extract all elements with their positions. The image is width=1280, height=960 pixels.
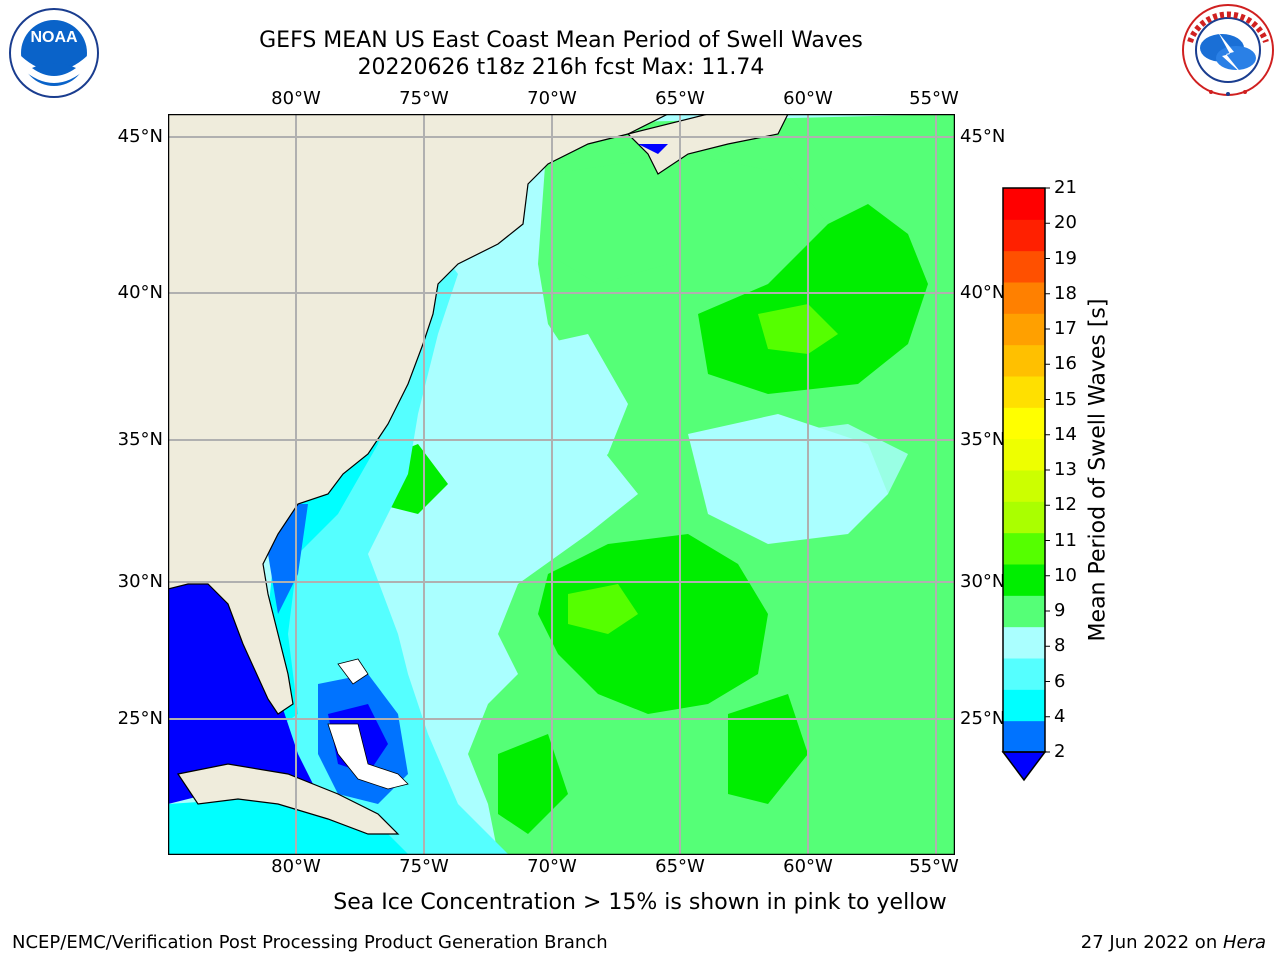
colorbar-extend-arrow — [1001, 751, 1047, 782]
lat-label-left: 30°N — [117, 571, 163, 592]
lon-label-bottom: 80°W — [271, 856, 321, 877]
region-2-4s — [168, 574, 318, 814]
colorbar-tick-label: 19 — [1054, 247, 1077, 269]
colorbar-segment — [1003, 188, 1045, 220]
colorbar-tick-label: 21 — [1054, 177, 1077, 198]
colorbar-segment — [1003, 313, 1045, 346]
region-10-11s-north — [698, 204, 928, 394]
land-us — [168, 114, 669, 715]
lon-label-bottom: 70°W — [527, 856, 577, 877]
colorbar-segment — [1003, 532, 1045, 565]
lon-label-bottom: 55°W — [909, 856, 959, 877]
nws-logo — [1182, 4, 1274, 96]
lat-label-left: 40°N — [117, 282, 163, 303]
lat-label-left: 45°N — [117, 126, 163, 147]
lon-label-bottom: 60°W — [783, 856, 833, 877]
colorbar-tick-label: 12 — [1054, 494, 1077, 516]
colorbar-segment — [1003, 564, 1045, 596]
colorbar-segment — [1003, 438, 1045, 471]
map-grid — [168, 114, 954, 854]
colorbar-segment — [1003, 595, 1045, 628]
colorbar-tick-label: 17 — [1054, 318, 1077, 339]
colorbar-tick-label: 18 — [1054, 282, 1077, 304]
lat-label-right: 35°N — [960, 429, 1006, 450]
lat-label-right: 40°N — [960, 282, 1006, 303]
colorbar-segment — [1003, 219, 1045, 252]
colorbar-segment — [1003, 720, 1045, 753]
footer-host: Hera — [1222, 932, 1266, 953]
colorbar-segment — [1003, 407, 1045, 440]
colorbar-segment — [1003, 501, 1045, 534]
colorbar-segment — [1003, 344, 1045, 377]
colorbar-segment — [1003, 626, 1045, 659]
sea-ice-note: Sea Ice Concentration > 15% is shown in … — [333, 890, 947, 915]
colorbar-tick-label: 11 — [1054, 529, 1077, 551]
chart-subtitle: 20220626 t18z 216h fcst Max: 11.74 — [357, 55, 765, 80]
lat-label-right: 30°N — [960, 571, 1006, 592]
colorbar — [1001, 187, 1050, 782]
land-cuba — [177, 763, 400, 835]
colorbar-tick-label: 8 — [1054, 635, 1066, 657]
footer-credit: NCEP/EMC/Verification Post Processing Pr… — [12, 932, 608, 953]
lon-label-top: 70°W — [527, 88, 577, 109]
noaa-logo: NOAA — [9, 8, 99, 98]
lon-label-bottom: 65°W — [655, 856, 705, 877]
lat-label-right: 25°N — [960, 708, 1006, 729]
map-frame — [168, 114, 955, 855]
colorbar-tick-label: 20 — [1054, 212, 1077, 234]
land-canada — [626, 114, 789, 175]
lon-label-top: 65°W — [655, 88, 705, 109]
colorbar-tick-label: 14 — [1054, 423, 1077, 445]
lon-label-top: 55°W — [909, 88, 959, 109]
colorbar-segment — [1003, 689, 1045, 722]
colorbar-segment — [1003, 282, 1045, 314]
footer-date: 27 Jun 2022 on Hera — [1081, 932, 1266, 953]
noaa-logo-text: NOAA — [30, 29, 78, 46]
colorbar-segment — [1003, 470, 1045, 502]
colorbar-segment — [1003, 250, 1045, 283]
colorbar-label: Mean Period of Swell Waves [s] — [1085, 298, 1111, 642]
lat-label-left: 25°N — [117, 708, 163, 729]
lon-label-top: 80°W — [271, 88, 321, 109]
lon-label-top: 75°W — [399, 88, 449, 109]
colorbar-tick-label: 9 — [1054, 600, 1066, 621]
region-10-11s-south — [538, 534, 768, 714]
colorbar-tick-label: 2 — [1054, 741, 1066, 762]
colorbar-tick-label: 6 — [1054, 670, 1066, 692]
colorbar-tick-label: 4 — [1054, 705, 1066, 727]
lon-label-bottom: 75°W — [399, 856, 449, 877]
chart-title: GEFS MEAN US East Coast Mean Period of S… — [259, 28, 863, 53]
colorbar-tick-label: 13 — [1054, 459, 1077, 480]
swell-period-map — [168, 114, 955, 855]
colorbar-tick-label: 16 — [1054, 353, 1077, 375]
colorbar-tick-label: 10 — [1054, 564, 1077, 586]
lat-label-left: 35°N — [117, 429, 163, 450]
lat-label-right: 45°N — [960, 126, 1006, 147]
colorbar-segment — [1003, 376, 1045, 408]
lon-label-top: 60°W — [783, 88, 833, 109]
footer-date-text: 27 Jun 2022 on — [1080, 932, 1223, 953]
colorbar-segment — [1003, 658, 1045, 690]
colorbar-tick-label: 15 — [1054, 388, 1077, 410]
